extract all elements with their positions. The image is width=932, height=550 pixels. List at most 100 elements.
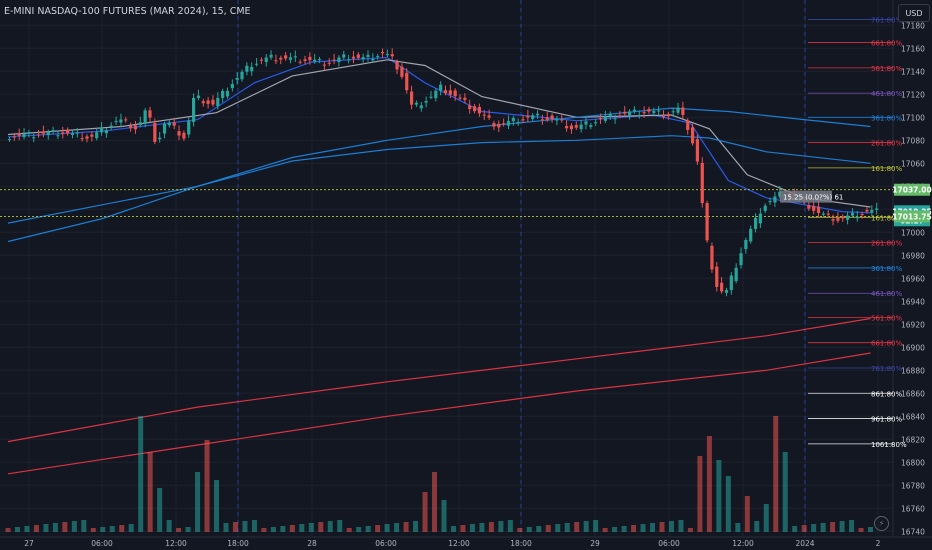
volume-bar [195, 472, 201, 532]
candle-body [855, 216, 859, 219]
candle-body [400, 66, 404, 77]
candle-body [250, 66, 254, 72]
candle-body [36, 134, 41, 136]
candle-body [506, 121, 511, 126]
candle-body [477, 107, 482, 114]
candle-body [836, 217, 840, 221]
volume-bar [507, 520, 513, 532]
volume-bar [858, 528, 864, 532]
candle-body [90, 134, 94, 137]
fib-level-label: 361.80% [871, 265, 902, 273]
volume-bar [801, 525, 807, 532]
volume-bar [384, 524, 390, 532]
candle-body [7, 139, 12, 141]
fib-level-label: 661.80% [871, 340, 902, 348]
volume-bar [725, 476, 731, 532]
candle-body [395, 61, 399, 70]
lightning-icon[interactable]: ⚡ [874, 516, 889, 531]
candle-body [690, 127, 695, 144]
volume-bar [839, 521, 845, 532]
x-tick-label: 29 [590, 539, 600, 548]
volume-bar [166, 520, 172, 532]
candle-body [32, 137, 36, 139]
volume-bar [849, 520, 855, 532]
candle-body [342, 54, 346, 58]
candle-body [187, 120, 191, 135]
candle-body [284, 55, 288, 59]
candle-body [216, 97, 220, 106]
y-tick-label: 16820 [901, 435, 925, 444]
candle-body [550, 115, 554, 120]
candle-body [511, 117, 515, 122]
candle-body [637, 114, 641, 116]
candle-body [734, 267, 738, 282]
volume-bar [517, 528, 523, 532]
candle-body [584, 121, 588, 125]
candle-body [531, 115, 535, 119]
y-tick-label: 17080 [901, 136, 925, 145]
y-tick-label: 16780 [901, 481, 925, 490]
fib-level-label: 861.80% [871, 390, 902, 398]
candle-body [56, 135, 60, 137]
candle-body [860, 214, 864, 216]
currency-button[interactable]: USD [898, 4, 930, 22]
candle-body [41, 131, 46, 134]
candle-body [749, 228, 753, 242]
candle-body [12, 136, 16, 138]
candle-body [705, 203, 709, 241]
candle-body [472, 106, 477, 112]
fib-level-label: 161.80% [871, 214, 902, 222]
candle-body [153, 123, 157, 142]
candle-body [230, 83, 234, 89]
moving-average-line [7, 56, 871, 214]
candle-body [521, 119, 525, 121]
candle-body [647, 109, 651, 112]
candle-body [589, 125, 593, 127]
volume-bar [261, 528, 267, 532]
volume-bar [706, 436, 712, 532]
candle-body [61, 132, 65, 134]
price-tag [894, 210, 930, 223]
price-tag-label: 17037.00 [892, 186, 931, 195]
candle-body [758, 213, 762, 224]
volume-bar [773, 416, 779, 532]
moving-average-line [7, 59, 871, 208]
candle-body [875, 208, 879, 210]
candle-body [182, 132, 186, 139]
candle-body [812, 205, 816, 211]
volume-bar [346, 528, 352, 532]
volume-bar [270, 527, 276, 532]
fib-level-label: 361.80% [871, 114, 902, 122]
fib-level-label: 761.80% [871, 365, 902, 373]
candle-body [99, 127, 104, 133]
candle-body [167, 122, 171, 126]
volume-bar [763, 504, 769, 532]
volume-bar [52, 523, 58, 532]
candle-body [414, 102, 419, 105]
candle-body [739, 253, 743, 266]
volume-bar [214, 480, 220, 532]
y-tick-label: 17160 [901, 44, 925, 53]
candle-body [143, 110, 147, 124]
volume-bar [735, 523, 741, 532]
candle-body [288, 57, 293, 60]
volume-bar [564, 523, 570, 532]
candle-body [540, 119, 544, 121]
y-tick-label: 16900 [901, 343, 925, 352]
candle-body [468, 105, 472, 110]
moving-average-line [7, 317, 871, 443]
fib-level-label: 161.80% [871, 165, 902, 173]
moving-average-line [7, 352, 871, 475]
candle-body [826, 213, 830, 215]
candle-body [70, 133, 75, 135]
candle-body [497, 123, 501, 128]
volume-bar [109, 526, 115, 532]
candle-body [555, 119, 559, 121]
volume-bar [128, 524, 134, 532]
moving-average-line [7, 107, 871, 243]
price-tag-label: 17013.75 [892, 212, 931, 221]
volume-bar [820, 523, 826, 532]
fib-level-label: 561.80% [871, 65, 902, 73]
